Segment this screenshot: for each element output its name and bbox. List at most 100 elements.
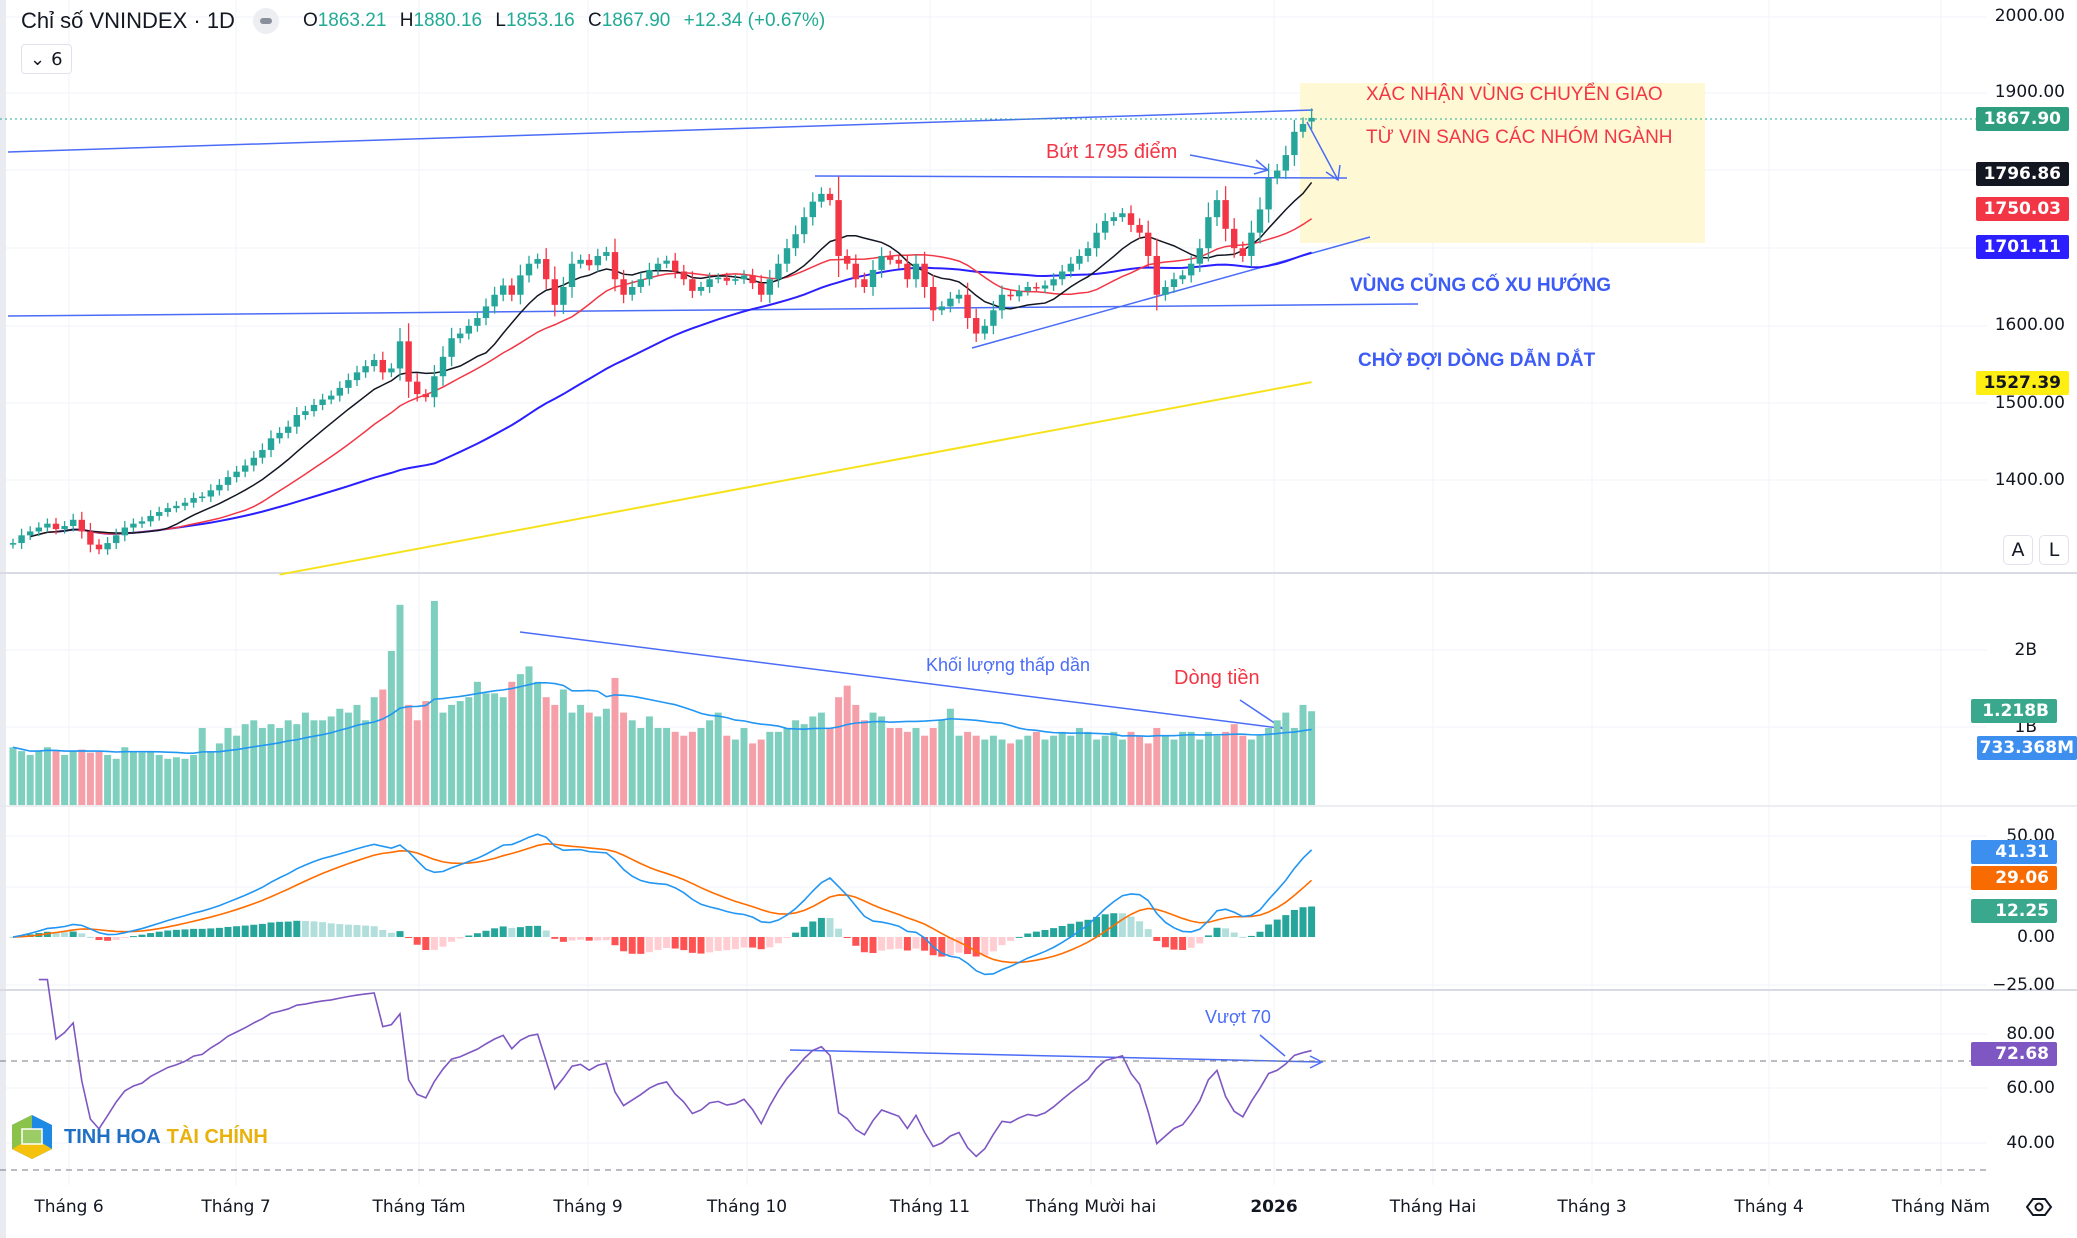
- macd-histogram-bar: [61, 932, 69, 937]
- volume-bar: [955, 735, 963, 805]
- macd-histogram-bar: [258, 923, 266, 937]
- rsi-tick: 60.00: [2006, 1078, 2055, 1098]
- volume-bar: [516, 674, 524, 805]
- symbol-title[interactable]: Chỉ số VNINDEX · 1D: [21, 8, 235, 33]
- macd-histogram-bar: [1213, 927, 1221, 937]
- volume-trendline[interactable]: [519, 631, 1288, 730]
- candle-body: [930, 287, 937, 311]
- box-annotation-line1[interactable]: XÁC NHẬN VÙNG CHUYỂN GIAO: [1366, 84, 1663, 105]
- candle-body: [1265, 178, 1272, 210]
- candle-body: [955, 294, 963, 299]
- candle-body: [1162, 287, 1169, 295]
- macd-histogram-bar: [387, 932, 395, 937]
- histogram-value-label: 12.25: [1971, 899, 2057, 923]
- upper-trendline[interactable]: [7, 109, 1314, 153]
- brand-logo: TINH HOA TÀI CHÍNH: [8, 1113, 268, 1161]
- candle-body: [586, 259, 593, 266]
- price-tick: 2000.00: [1994, 6, 2065, 26]
- volume-bar: [1075, 728, 1083, 805]
- macd-histogram-bar: [52, 932, 60, 937]
- pullback-arrow[interactable]: [1306, 121, 1339, 181]
- breakout-annotation[interactable]: Bứt 1795 điểm: [1046, 141, 1178, 163]
- box-annotation-line2[interactable]: TỪ VIN SANG CÁC NHÓM NGÀNH: [1366, 127, 1673, 148]
- candle-body: [353, 372, 361, 381]
- log-scale-button[interactable]: L: [2039, 535, 2069, 565]
- macd-histogram-bar: [1170, 937, 1178, 950]
- candle-body: [809, 201, 816, 218]
- market-status-icon[interactable]: [252, 8, 279, 34]
- candle-body: [749, 275, 756, 284]
- breakout-line[interactable]: [814, 175, 1348, 179]
- volume-bar: [938, 720, 946, 805]
- macd-histogram-bar: [869, 937, 877, 954]
- ma200-line: [279, 381, 1312, 576]
- volume-bar: [482, 693, 490, 805]
- volume-bar: [1239, 735, 1247, 805]
- volume-bar: [1093, 739, 1101, 805]
- macd-histogram-bar: [439, 937, 447, 947]
- rsi-annotation[interactable]: Vượt 70: [1205, 1007, 1271, 1027]
- volume-bar: [1213, 735, 1221, 805]
- indicators-toggle-button[interactable]: ⌄ 6: [21, 44, 72, 74]
- volume-bar: [663, 728, 671, 805]
- volume-bars: [9, 600, 1316, 805]
- auto-scale-button[interactable]: A: [2003, 535, 2033, 565]
- volume-bar: [800, 724, 808, 805]
- candle-body: [1205, 217, 1212, 249]
- settings-gear-icon[interactable]: [2024, 1196, 2054, 1218]
- rsi-arrow[interactable]: [1259, 1034, 1286, 1057]
- candle-body: [396, 341, 404, 369]
- macd-histogram-bar: [663, 937, 671, 948]
- volume-annotation[interactable]: Khối lượng thấp dần: [926, 655, 1090, 675]
- volume-bar: [697, 728, 705, 805]
- candle-body: [1282, 155, 1289, 171]
- macd-histogram-bar: [293, 920, 301, 937]
- candle-body: [646, 269, 653, 280]
- consolidation-annotation[interactable]: VÙNG CỦNG CỐ XU HƯỚNG: [1350, 275, 1612, 296]
- price-tick: 1900.00: [1994, 82, 2065, 102]
- volume-bar: [1144, 743, 1152, 805]
- macd-histogram-bar: [1032, 931, 1040, 937]
- candle-body: [52, 523, 60, 530]
- macd-histogram-bar: [989, 937, 997, 952]
- candle-body: [164, 508, 171, 513]
- volume-bar: [508, 681, 516, 805]
- highlight-zone[interactable]: [1300, 83, 1705, 243]
- candle-body: [594, 255, 601, 266]
- rsi-trendline[interactable]: [789, 1049, 1321, 1063]
- volume-bar: [714, 712, 722, 805]
- rsi-tick: 80.00: [2006, 1024, 2055, 1044]
- candle-body: [1231, 228, 1238, 249]
- candle-body: [534, 259, 541, 264]
- macd-histogram-bar: [190, 928, 198, 937]
- candle-body: [1153, 255, 1160, 295]
- candle-body: [207, 490, 214, 497]
- macd-histogram-bar: [516, 927, 524, 937]
- volume-bar: [835, 697, 843, 805]
- time-tick: Tháng 3: [1557, 1197, 1627, 1217]
- volume-bar: [430, 600, 438, 805]
- volume-bar: [1050, 735, 1058, 805]
- waiting-annotation[interactable]: CHỜ ĐỢI DÒNG DẪN DẮT: [1358, 350, 1596, 371]
- volume-bar: [611, 677, 619, 805]
- macd-histogram-bar: [671, 937, 679, 949]
- candle-body: [577, 259, 584, 264]
- candle-body: [233, 471, 240, 478]
- volume-bar: [284, 720, 292, 805]
- support-line[interactable]: [7, 303, 1419, 317]
- macd-histogram-bar: [594, 937, 602, 941]
- volume-bar: [585, 712, 593, 805]
- macd-histogram-bar: [129, 936, 137, 938]
- candle-body: [1084, 248, 1092, 256]
- macd-histogram-bar: [534, 925, 542, 937]
- macd-histogram-bar: [215, 927, 223, 937]
- volume-bar: [886, 728, 894, 805]
- breakout-arrow[interactable]: [1189, 154, 1269, 171]
- last-price-label: 1867.90: [1975, 107, 2069, 131]
- volume-ma-label: 733.368M: [1976, 736, 2077, 760]
- macd-histogram-bar: [645, 937, 653, 953]
- candle-body: [44, 523, 51, 528]
- money-flow-annotation[interactable]: Dòng tiền: [1174, 667, 1260, 689]
- annotation-lines[interactable]: [0, 109, 1987, 1069]
